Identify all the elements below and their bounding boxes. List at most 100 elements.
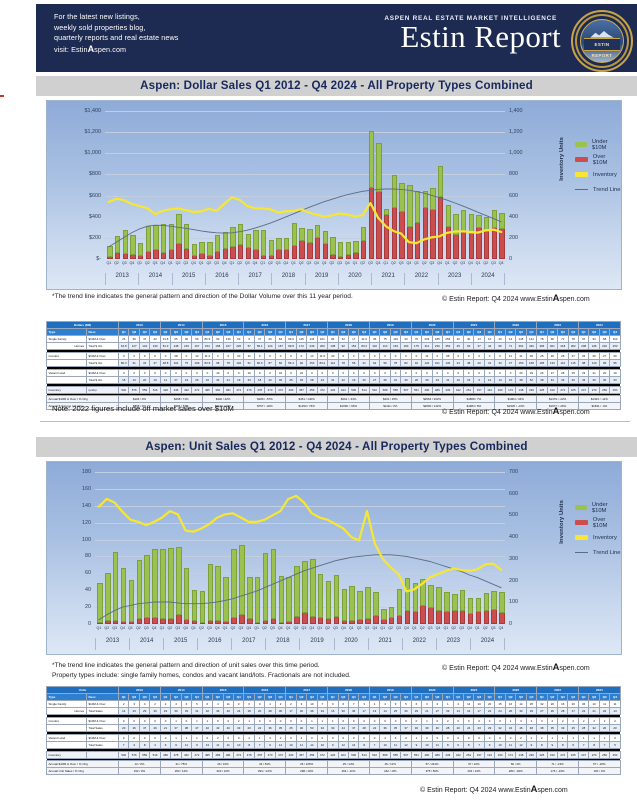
- table-cell: 24: [316, 375, 329, 384]
- bar-under-10m: [114, 236, 121, 253]
- table-cell: 9: [525, 740, 538, 749]
- table-separator: [46, 714, 621, 718]
- seal-band-text: ESTIN REPORT: [584, 38, 620, 58]
- table-cell: 0: [222, 368, 235, 377]
- table-cell: 12: [191, 351, 203, 361]
- year-label: 2023: [437, 273, 471, 285]
- table-cell: 11: [598, 700, 611, 709]
- table-cell: 172: [295, 342, 308, 351]
- table-cell: 20: [243, 724, 255, 733]
- separator-cell: [46, 748, 621, 752]
- y-axis-tick-label: 60: [85, 570, 91, 577]
- quarter-tick-label: Q3: [427, 626, 433, 630]
- y-axis-tick-label: $1,400: [84, 108, 102, 114]
- table-cell: 32: [337, 335, 350, 344]
- y-axis-tick-label: 120: [82, 519, 91, 526]
- table-cell: 72: [557, 335, 569, 344]
- y-axis-tick-label: $200: [89, 234, 101, 241]
- table-cell: 10: [232, 740, 245, 749]
- summary-cell: 232 / 0%: [118, 767, 161, 776]
- table-cell: 439: [442, 750, 454, 759]
- table-cell: 0: [379, 368, 391, 377]
- table-cell: 8: [536, 740, 548, 749]
- table-cell: 2: [536, 733, 548, 742]
- table-cell: 26: [588, 351, 600, 361]
- table-cell: 191: [483, 750, 496, 759]
- year-label: 2017: [231, 638, 265, 650]
- table-cell: 442: [452, 385, 464, 394]
- table-cell: 495: [201, 750, 214, 759]
- legend-item: Trend Line: [575, 184, 621, 195]
- table-cell: 112: [327, 359, 339, 368]
- table-cell: 0: [201, 733, 214, 742]
- table-cell: 3: [358, 700, 370, 709]
- table-cell: 360: [212, 385, 224, 394]
- table-cell: 51: [243, 359, 255, 368]
- table-cell: 457: [295, 750, 308, 759]
- table-cell: 474: [232, 385, 245, 394]
- table-cell: 33: [400, 375, 412, 384]
- table-cell: 33: [494, 359, 506, 368]
- table-year-header: 2013: [118, 685, 161, 695]
- year-label: 2020: [337, 273, 371, 285]
- table-inventory-row: Inventory (units) 540 576 559 516 426 436 432 472…: [46, 385, 621, 394]
- bar-under-10m: [467, 598, 474, 614]
- table-cell: 3: [128, 700, 140, 709]
- table-cell: 30: [410, 724, 423, 733]
- quarter-tick-label: Q2: [421, 261, 427, 265]
- table-cell: 112: [557, 359, 569, 368]
- table-cell: 31: [191, 707, 203, 716]
- bar-under-10m: [412, 583, 419, 613]
- table-cell: 516: [149, 750, 161, 759]
- table-cell: 0: [128, 368, 140, 377]
- table-cell: 220: [232, 342, 245, 351]
- gridline: [95, 556, 505, 558]
- table-cell: 7: [368, 740, 381, 749]
- table-cell: 37: [170, 724, 182, 733]
- table-cell: 3: [295, 700, 308, 709]
- table-cell: 478: [253, 385, 266, 394]
- table-year-header: 2017: [285, 320, 329, 330]
- quarter-tick-label: Q2: [262, 626, 267, 630]
- table-cell: 470: [264, 385, 276, 394]
- quarter-tick-label: Q1: [414, 261, 419, 265]
- bar-under-10m: [484, 217, 490, 233]
- table-cell: 0: [347, 351, 360, 361]
- quarter-tick-label: Q4: [214, 626, 220, 630]
- bar-under-10m: [437, 165, 444, 197]
- table-cell: 436: [170, 385, 182, 394]
- table-cell: 0: [128, 733, 140, 742]
- y-axis-tick-label: $1,000: [84, 150, 102, 157]
- quarter-tick-label: Q4: [120, 626, 125, 630]
- trend-line: [108, 188, 502, 248]
- table-cell: 1: [557, 733, 569, 742]
- table-quarter-header: Q3: [389, 328, 402, 337]
- table-cell: 0: [128, 716, 140, 726]
- year-label: 2013: [105, 273, 138, 285]
- table-cell: 1: [191, 716, 203, 726]
- table-quarter-header: Q3: [138, 693, 151, 702]
- table-cell: 22: [577, 707, 590, 716]
- table-cell: 75: [180, 359, 193, 368]
- table-cell: 101: [431, 359, 444, 368]
- table-cell: 47: [347, 724, 360, 733]
- promo-line-2: weekly sold properties blog,: [54, 22, 146, 32]
- copyright-text-2: © Estin Report: Q4 2024 www.EstinAspen.c…: [442, 405, 590, 416]
- table-cell: 47: [191, 724, 203, 733]
- table-cell: 168: [525, 359, 538, 368]
- summary-cell: $2564 / 262%: [410, 395, 454, 404]
- table-cell: 576: [128, 750, 140, 759]
- table-cell: 0: [243, 335, 255, 344]
- legend-swatch: [575, 505, 587, 510]
- quarter-tick-label: Q2: [175, 261, 181, 265]
- table-quarter-header: Q4: [483, 693, 496, 702]
- summary-cell: 242 / -8%: [368, 767, 412, 776]
- summary-cell: 323 / 12%: [201, 767, 245, 776]
- table-cell: 1: [264, 700, 276, 709]
- bar-under-10m: [357, 590, 363, 620]
- table-cell: 35: [274, 724, 287, 733]
- table-cell: 0: [274, 716, 287, 726]
- table-row: Condos $10M & Over 0 0 0 0 0 1 0 1 1 0 0 2 1 0 0 0 0 0 1 1 1 0 0…: [46, 716, 621, 726]
- dollar-sales-note: Note: 2022 figures include off market sa…: [52, 404, 234, 413]
- table-cell: 495: [201, 385, 214, 394]
